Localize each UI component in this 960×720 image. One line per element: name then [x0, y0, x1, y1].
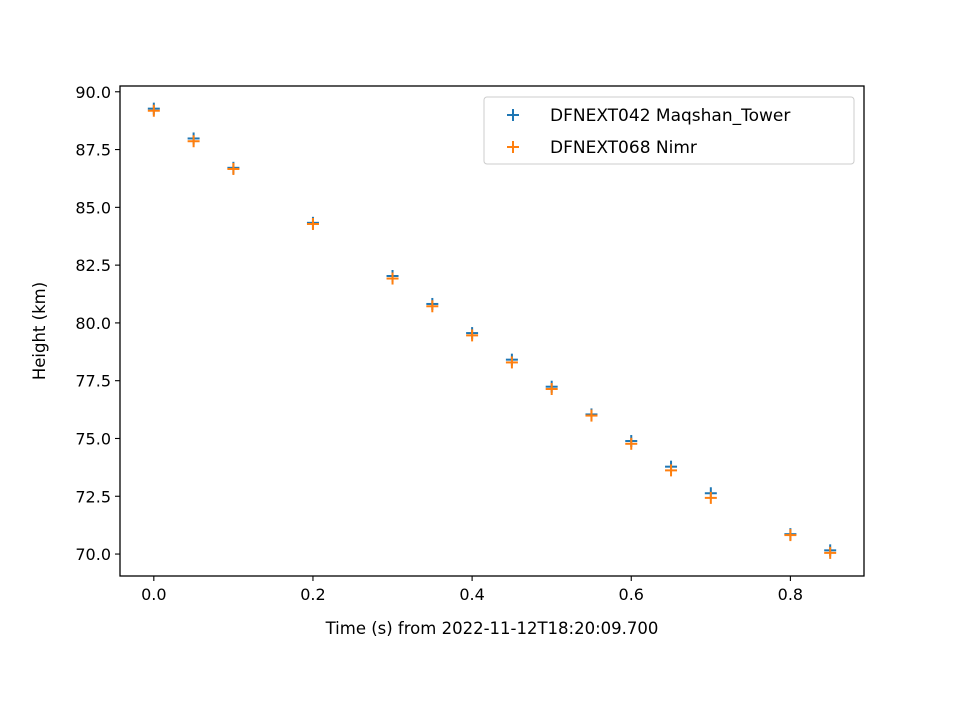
- data-point: [426, 300, 439, 313]
- data-point: [784, 529, 797, 542]
- y-tick-label: 90.0: [75, 83, 111, 102]
- y-tick-label: 75.0: [75, 429, 111, 448]
- y-axis-label: Height (km): [30, 282, 49, 380]
- x-tick-label: 0.4: [459, 585, 484, 604]
- y-tick-label: 70.0: [75, 545, 111, 564]
- x-tick-label: 0.8: [778, 585, 803, 604]
- data-point: [386, 272, 399, 285]
- data-point: [187, 135, 200, 148]
- legend-label: DFNEXT068 Nimr: [550, 138, 697, 158]
- x-axis-label: Time (s) from 2022-11-12T18:20:09.700: [325, 619, 659, 638]
- legend-box: [483, 96, 855, 165]
- series-2-markers: [147, 104, 837, 559]
- data-point: [147, 104, 160, 117]
- y-tick-label: 80.0: [75, 314, 111, 333]
- data-point: [704, 491, 717, 504]
- data-point: [625, 437, 638, 450]
- data-point: [505, 356, 518, 369]
- y-tick-label: 72.5: [75, 487, 111, 506]
- x-tick-label: 0.0: [141, 585, 166, 604]
- legend-entries: DFNEXT042 Maqshan_Tower DFNEXT068 Nimr: [507, 106, 790, 158]
- data-point: [824, 546, 837, 559]
- data-point: [306, 217, 319, 230]
- plot-area: 0.0 0.2 0.4 0.6 0.8 70.0 72.5 75.0 77.5 80.0 82.5…: [75, 83, 865, 604]
- legend-marker: [507, 141, 519, 153]
- data-point: [585, 409, 598, 422]
- y-tick-label: 77.5: [75, 372, 111, 391]
- data-point: [545, 383, 558, 396]
- legend: DFNEXT042 Maqshan_Tower DFNEXT068 Nimr: [483, 96, 855, 165]
- x-tick-label: 0.6: [619, 585, 644, 604]
- y-axis-ticks: 70.0 72.5 75.0 77.5 80.0 82.5 85.0 87.5 90.0: [75, 83, 120, 564]
- y-tick-label: 82.5: [75, 256, 111, 275]
- legend-marker: [507, 109, 519, 121]
- axes-border: [119, 85, 865, 577]
- y-tick-label: 87.5: [75, 141, 111, 160]
- legend-label: DFNEXT042 Maqshan_Tower: [550, 106, 790, 126]
- x-tick-label: 0.2: [300, 585, 325, 604]
- data-point: [227, 162, 240, 175]
- data-point: [665, 464, 678, 477]
- y-tick-label: 85.0: [75, 198, 111, 217]
- x-axis-ticks: 0.0 0.2 0.4 0.6 0.8: [141, 576, 803, 604]
- axes-frame: [120, 86, 864, 576]
- data-point: [466, 329, 479, 342]
- data-markers: [147, 102, 837, 559]
